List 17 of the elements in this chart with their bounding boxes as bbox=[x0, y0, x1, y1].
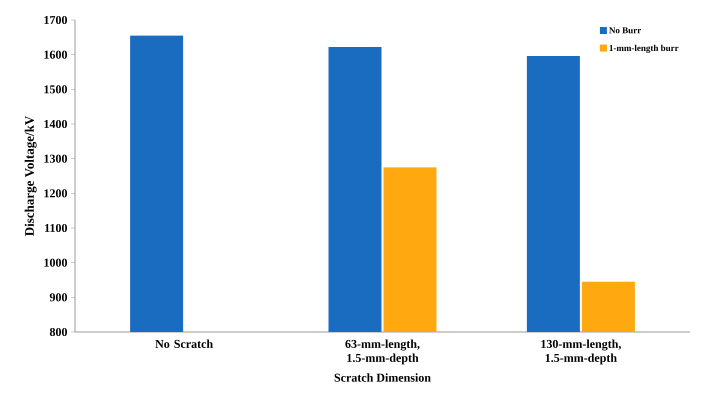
y-tick-label: 1300 bbox=[44, 154, 68, 163]
x-tick-label: 63-mm-length, 1.5-mm-depth bbox=[345, 340, 420, 364]
y-axis-title: Discharge Voltage/kV bbox=[24, 116, 37, 236]
y-tick-label: 1000 bbox=[44, 258, 68, 267]
y-tick-label: 900 bbox=[50, 293, 68, 302]
legend-label: 1-mm-length burr bbox=[610, 44, 678, 53]
y-tick-label: 1400 bbox=[44, 120, 68, 128]
y-tick-label: 1600 bbox=[44, 50, 68, 59]
x-axis-title: Scratch Dimension bbox=[334, 373, 431, 382]
y-tick-label: 1100 bbox=[45, 224, 68, 232]
y-tick-label: 1700 bbox=[44, 16, 68, 24]
x-tick-label: No Scratch bbox=[155, 340, 213, 348]
y-tick-label: 1200 bbox=[44, 189, 68, 198]
legend-label: No Burr bbox=[609, 27, 641, 34]
x-tick-label: 130-mm-length, 1.5-mm-depth bbox=[541, 340, 621, 364]
y-tick-label: 800 bbox=[50, 328, 68, 336]
y-tick-label: 1500 bbox=[44, 85, 68, 94]
